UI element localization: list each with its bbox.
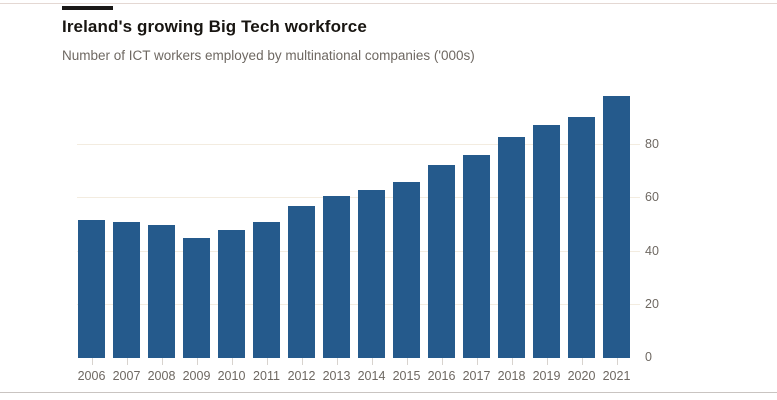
x-axis-label-2017: 2017 xyxy=(462,369,491,383)
x-tick-2015 xyxy=(406,358,408,365)
x-axis-label-2021: 2021 xyxy=(602,369,631,383)
bar-2013 xyxy=(323,195,350,358)
x-tick-2018 xyxy=(511,358,513,365)
gridline-80 xyxy=(77,144,640,146)
x-axis-label-2016: 2016 xyxy=(427,369,456,383)
bottom-rule xyxy=(0,392,777,393)
bar-2011 xyxy=(253,222,280,358)
x-axis-label-2013: 2013 xyxy=(322,369,351,383)
y-axis-label-60: 60 xyxy=(645,190,659,205)
x-tick-2010 xyxy=(231,358,233,365)
title-accent-bar xyxy=(62,6,113,10)
x-axis-label-2006: 2006 xyxy=(77,369,106,383)
x-tick-2014 xyxy=(371,358,373,365)
x-axis-label-2018: 2018 xyxy=(497,369,526,383)
x-tick-2011 xyxy=(266,358,268,365)
bar-2019 xyxy=(533,125,560,358)
chart-title: Ireland's growing Big Tech workforce xyxy=(62,17,367,36)
bar-2010 xyxy=(218,230,245,358)
bar-2012 xyxy=(288,206,315,358)
x-tick-2013 xyxy=(336,358,338,365)
x-tick-2012 xyxy=(301,358,303,365)
x-tick-2021 xyxy=(616,358,618,365)
x-tick-2016 xyxy=(441,358,443,365)
chart-subtitle: Number of ICT workers employed by multin… xyxy=(62,48,475,63)
bar-2007 xyxy=(113,222,140,358)
x-axis-label-2007: 2007 xyxy=(112,369,141,383)
y-axis-label-0: 0 xyxy=(645,350,652,364)
x-tick-2008 xyxy=(161,358,163,365)
x-tick-2019 xyxy=(546,358,548,365)
bar-2016 xyxy=(428,165,455,358)
bar-2006 xyxy=(78,219,105,358)
bar-2020 xyxy=(568,117,595,358)
bar-2018 xyxy=(498,137,525,358)
x-axis-label-2011: 2011 xyxy=(253,369,280,383)
x-tick-2006 xyxy=(91,358,93,365)
x-tick-2017 xyxy=(476,358,478,365)
bar-2014 xyxy=(358,190,385,358)
top-rule xyxy=(0,3,777,4)
y-axis-label-40: 40 xyxy=(645,243,659,258)
bar-2021 xyxy=(603,96,630,358)
x-axis-label-2019: 2019 xyxy=(532,369,561,383)
plot-area: 2006 2007 2008 2009 2010 2011 2012 2013 2014 2015… xyxy=(77,92,640,383)
y-axis-label-80: 80 xyxy=(645,137,659,152)
x-axis-label-2014: 2014 xyxy=(357,369,386,383)
x-tick-2020 xyxy=(581,358,583,365)
x-tick-2007 xyxy=(126,358,128,365)
x-tick-2009 xyxy=(196,358,198,365)
x-axis-label-2009: 2009 xyxy=(182,369,211,383)
x-axis-label-2012: 2012 xyxy=(287,369,316,383)
bar-2008 xyxy=(148,225,175,358)
bar-2015 xyxy=(393,182,420,358)
bar-2009 xyxy=(183,238,210,358)
x-axis-label-2008: 2008 xyxy=(147,369,176,383)
x-axis-label-2015: 2015 xyxy=(392,369,421,383)
x-axis-label-2020: 2020 xyxy=(567,369,596,383)
bar-2017 xyxy=(463,154,490,358)
y-axis-label-20: 20 xyxy=(645,296,659,311)
x-axis-label-2010: 2010 xyxy=(217,369,246,383)
